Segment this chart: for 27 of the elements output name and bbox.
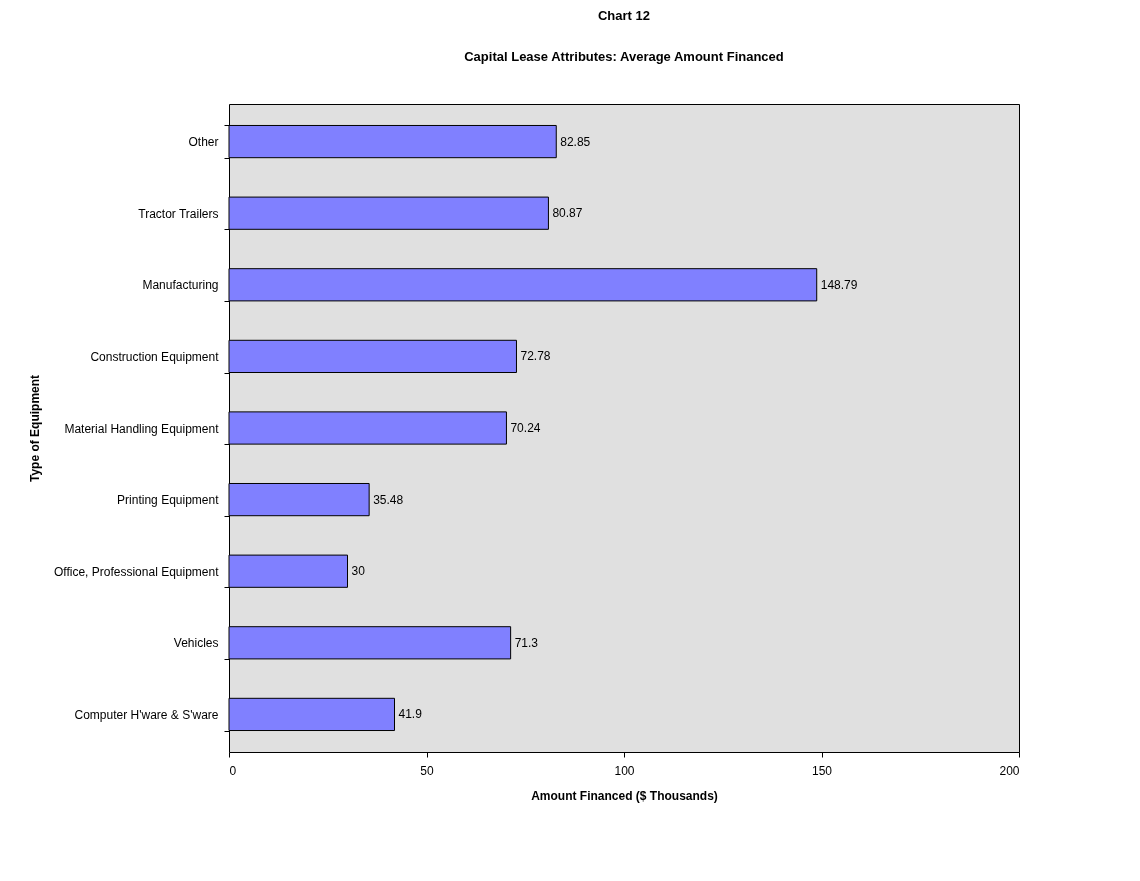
data-label: 72.78: [520, 349, 551, 364]
y-tick-label: Tractor Trailers: [138, 206, 219, 221]
chart-subtitle: Capital Lease Attributes: Average Amount Financed: [464, 49, 784, 64]
data-label: 41.9: [398, 707, 423, 722]
x-tick-label: 0: [229, 763, 237, 778]
y-tick-label: Vehicles: [173, 636, 219, 651]
data-label: 71.3: [514, 635, 539, 650]
x-tick-label: 150: [811, 763, 833, 778]
data-label: 30: [351, 564, 366, 579]
data-label: 148.79: [820, 277, 858, 292]
y-axis-title: Type of Equipment: [27, 374, 42, 483]
x-tick-label: 200: [999, 763, 1020, 778]
data-label: 35.48: [373, 492, 404, 507]
x-tick-label: 50: [420, 763, 434, 778]
y-tick-label: Other: [188, 135, 219, 150]
y-tick-label: Office, Professional Equipment: [53, 564, 220, 579]
chart-title: Chart 12: [597, 8, 651, 23]
y-tick-label: Construction Equipment: [90, 349, 220, 364]
y-tick-label: Manufacturing: [142, 278, 219, 293]
y-tick-label: Computer H'ware & S'ware: [74, 707, 219, 722]
x-tick-label: 100: [614, 763, 635, 778]
y-tick-label: Material Handling Equipment: [64, 421, 220, 436]
data-label: 82.85: [560, 134, 591, 149]
data-label: 80.87: [552, 206, 583, 221]
y-tick-label: Printing Equipment: [117, 493, 220, 508]
data-label: 70.24: [510, 421, 541, 435]
x-axis-title: Amount Financed ($ Thousands): [531, 788, 718, 803]
